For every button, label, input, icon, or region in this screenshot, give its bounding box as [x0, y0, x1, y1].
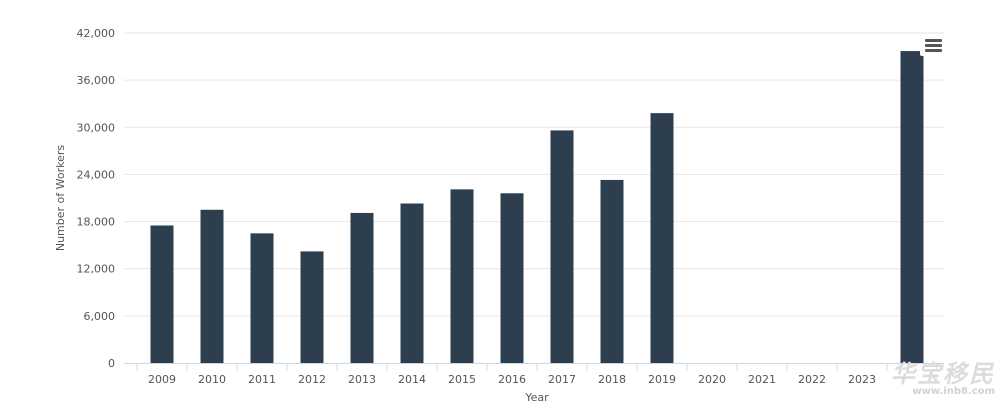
- bar: [450, 189, 474, 363]
- y-tick-label: 18,000: [77, 216, 116, 229]
- bar: [150, 225, 174, 363]
- x-tick-label: 2019: [648, 373, 676, 386]
- x-axis-title: Year: [524, 391, 549, 403]
- bar: [550, 130, 574, 363]
- chart-menu-button[interactable]: [920, 34, 946, 56]
- x-tick-label: 2013: [348, 373, 376, 386]
- hamburger-menu-icon-line: [925, 44, 942, 47]
- hamburger-menu-icon: [925, 39, 942, 42]
- bar: [300, 251, 324, 363]
- x-tick-label: 2014: [398, 373, 426, 386]
- x-tick-label: 2022: [798, 373, 826, 386]
- x-tick-label: 2017: [548, 373, 576, 386]
- y-tick-label: 36,000: [77, 74, 116, 87]
- y-tick-label: 6,000: [84, 310, 116, 323]
- x-tick-label: 2016: [498, 373, 526, 386]
- x-tick-label: 2010: [198, 373, 226, 386]
- x-tick-label: 2012: [298, 373, 326, 386]
- y-axis-ticks: 0 6,000 12,000 18,000 24,000 30,000 36,000 42,0…: [77, 27, 116, 370]
- y-tick-label: 0: [108, 357, 115, 370]
- bar: [500, 193, 524, 363]
- hamburger-menu-icon-line: [925, 49, 942, 52]
- x-axis-ticks: 2009 2010 2011 2012 2013 2014 2015 2016 2017 2018…: [136, 363, 938, 386]
- x-tick-label: 2020: [698, 373, 726, 386]
- bar: [650, 113, 674, 364]
- grid-lines: [124, 32, 944, 317]
- y-tick-label: 30,000: [77, 121, 116, 134]
- bars: [150, 51, 924, 364]
- watermark-logo: 华宝移民 www.inb8.com: [891, 362, 995, 397]
- x-tick-label: 2015: [448, 373, 476, 386]
- y-tick-label: 12,000: [77, 263, 116, 276]
- watermark-chinese-text: 华宝移民: [891, 360, 995, 388]
- x-tick-label: 2023: [848, 373, 876, 386]
- bar: [400, 203, 424, 363]
- bar: [250, 233, 274, 363]
- bar: [350, 212, 374, 363]
- x-tick-label: 2011: [248, 373, 276, 386]
- watermark-url-text: www.inb8.com: [912, 386, 995, 397]
- y-tick-label: 42,000: [77, 27, 116, 40]
- bar: [900, 51, 924, 363]
- x-tick-label: 2018: [598, 373, 626, 386]
- x-tick-label: 2009: [148, 373, 176, 386]
- bar: [200, 209, 224, 363]
- y-tick-label: 24,000: [77, 168, 116, 181]
- y-axis-title: Number of Workers: [54, 145, 67, 252]
- bar: [600, 179, 624, 363]
- x-tick-label: 2021: [748, 373, 776, 386]
